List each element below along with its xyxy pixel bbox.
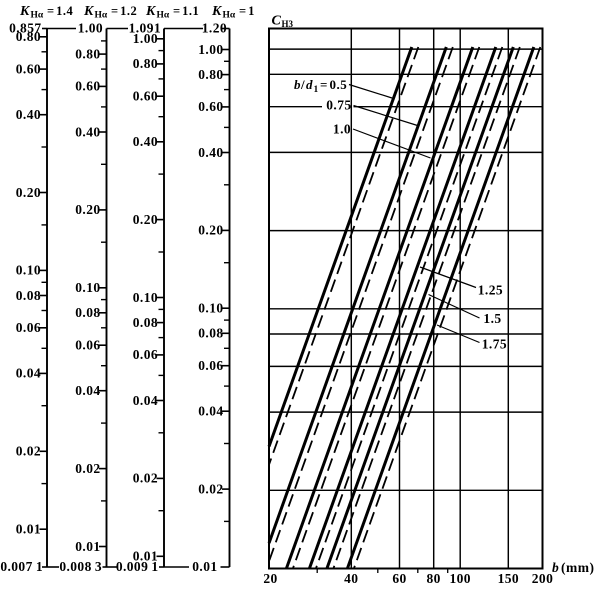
svg-text:0.08: 0.08 (75, 305, 100, 320)
svg-text:K: K (145, 4, 157, 19)
svg-text:0.007 1: 0.007 1 (0, 559, 43, 574)
svg-text:C: C (272, 14, 282, 29)
svg-text:200: 200 (532, 571, 553, 586)
svg-text:1.5: 1.5 (483, 311, 501, 326)
svg-text:150: 150 (498, 571, 519, 586)
svg-text:40: 40 (344, 571, 358, 586)
svg-text:0.20: 0.20 (198, 223, 223, 238)
svg-text:b: b (552, 560, 559, 575)
svg-text:0.02: 0.02 (198, 481, 223, 496)
svg-text:0.60: 0.60 (198, 99, 223, 114)
svg-text:0.08: 0.08 (16, 288, 41, 303)
svg-text:0.80: 0.80 (16, 29, 41, 44)
svg-text:0.06: 0.06 (75, 338, 100, 353)
svg-text:0.02: 0.02 (16, 444, 41, 459)
svg-text:0.04: 0.04 (133, 393, 158, 408)
svg-text:K: K (83, 4, 95, 19)
svg-text:1.75: 1.75 (482, 337, 507, 352)
svg-text:0.08: 0.08 (198, 326, 223, 341)
svg-text:0.20: 0.20 (133, 212, 158, 227)
svg-text:0.10: 0.10 (16, 263, 41, 278)
svg-text:d: d (306, 77, 313, 92)
svg-text:/: / (300, 77, 305, 92)
svg-text:Hα: Hα (223, 11, 236, 21)
svg-text:0.80: 0.80 (198, 67, 223, 82)
svg-text:= 1: = 1 (239, 4, 255, 18)
svg-text:0.40: 0.40 (16, 107, 41, 122)
svg-text:0.01: 0.01 (133, 549, 158, 564)
svg-text:80: 80 (427, 571, 441, 586)
svg-text:0.06: 0.06 (16, 320, 41, 335)
svg-text:Hα: Hα (157, 11, 170, 21)
svg-text:0.10: 0.10 (75, 280, 100, 295)
svg-text:0.60: 0.60 (16, 61, 41, 76)
svg-text:K: K (19, 4, 31, 19)
svg-text:0.04: 0.04 (16, 366, 41, 381)
svg-text:0.10: 0.10 (198, 301, 223, 316)
svg-text:0.20: 0.20 (16, 185, 41, 200)
svg-text:100: 100 (449, 571, 470, 586)
svg-text:0.60: 0.60 (133, 89, 158, 104)
svg-text:0.08: 0.08 (133, 315, 158, 330)
svg-text:0.02: 0.02 (133, 471, 158, 486)
svg-text:1.20: 1.20 (202, 21, 227, 36)
svg-text:1.0: 1.0 (333, 122, 351, 137)
svg-text:0.40: 0.40 (198, 145, 223, 160)
svg-text:0.75: 0.75 (326, 98, 351, 113)
svg-text:0.01: 0.01 (192, 559, 217, 574)
svg-text:0.40: 0.40 (133, 134, 158, 149)
svg-text:= 0.5: = 0.5 (320, 77, 347, 92)
svg-text:0.857: 0.857 (9, 21, 41, 36)
svg-text:1.00: 1.00 (78, 21, 103, 36)
svg-text:1.00: 1.00 (198, 42, 223, 57)
svg-text:0.80: 0.80 (133, 56, 158, 71)
svg-text:0.06: 0.06 (133, 347, 158, 362)
svg-text:(mm): (mm) (561, 560, 594, 575)
svg-text:0.06: 0.06 (198, 358, 223, 373)
svg-text:0.20: 0.20 (75, 202, 100, 217)
svg-text:1.00: 1.00 (133, 31, 158, 46)
svg-text:1.25: 1.25 (478, 283, 503, 298)
svg-text:60: 60 (392, 571, 406, 586)
svg-text:b: b (294, 77, 301, 92)
svg-text:= 1.4: = 1.4 (47, 4, 74, 18)
svg-text:H3: H3 (282, 19, 294, 29)
svg-text:Hα: Hα (31, 11, 44, 21)
svg-text:0.04: 0.04 (75, 383, 100, 398)
svg-text:0.008 3: 0.008 3 (59, 559, 102, 574)
svg-text:0.009 1: 0.009 1 (116, 559, 159, 574)
svg-text:0.02: 0.02 (75, 461, 100, 476)
svg-text:20: 20 (263, 571, 277, 586)
svg-text:1.091: 1.091 (129, 21, 161, 36)
svg-text:0.80: 0.80 (75, 46, 100, 61)
svg-text:0.60: 0.60 (75, 79, 100, 94)
svg-text:= 1.1: = 1.1 (173, 4, 199, 18)
svg-text:1: 1 (314, 85, 319, 95)
svg-text:Hα: Hα (95, 11, 108, 21)
svg-text:0.40: 0.40 (75, 124, 100, 139)
svg-text:0.01: 0.01 (16, 522, 41, 537)
svg-text:0.01: 0.01 (75, 539, 100, 554)
svg-text:= 1.2: = 1.2 (111, 4, 137, 18)
svg-text:0.04: 0.04 (198, 404, 223, 419)
svg-text:K: K (211, 4, 223, 19)
svg-text:0.10: 0.10 (133, 290, 158, 305)
